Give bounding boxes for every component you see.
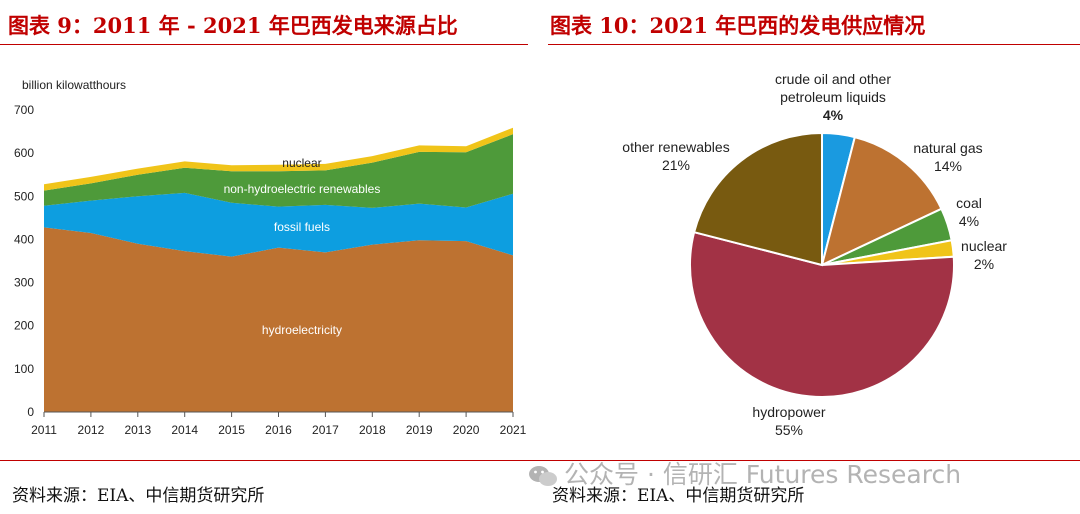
x-tick-label: 2019 [406,423,433,437]
y-axis-label: billion kilowatthours [22,78,126,92]
series-label: hydroelectricity [262,323,342,337]
pie-label-2: coal 4% [956,195,982,229]
x-tick-label: 2013 [124,423,151,437]
x-tick-label: 2018 [359,423,386,437]
pie-label-4: hydropower 55% [752,404,825,438]
pie-slice-4 [689,230,955,398]
y-tick-label: 100 [14,362,34,376]
x-tick-label: 2011 [31,423,57,437]
series-label: nuclear [282,156,321,170]
y-tick-label: 700 [14,103,34,117]
wechat-icon [529,466,557,486]
x-tick-label: 2017 [312,423,339,437]
pie-slice-5 [692,131,823,267]
x-tick-label: 2014 [171,423,198,437]
watermark-text: 公众号 · 信研汇 Futures Research [564,460,962,489]
series-label: non-hydroelectric renewables [224,182,381,196]
watermark: 公众号 · 信研汇 Futures Research [528,455,961,491]
right-source-note: 资料来源：EIA、中信期货研究所 [552,486,805,506]
x-tick-label: 2012 [78,423,105,437]
area-series-0 [44,227,513,412]
area-series-1 [44,192,513,257]
source-rule [0,460,1080,461]
x-tick-label: 2021 [500,423,527,437]
right-figure-title: 图表 10：2021 年巴西的发电供应情况 [550,13,926,38]
pie-slice-1 [820,135,943,267]
right-title-rule [548,44,1080,45]
y-tick-label: 500 [14,189,34,203]
y-tick-label: 600 [14,146,34,160]
pie-label-3: nuclear 2% [961,238,1007,272]
y-tick-label: 0 [27,405,34,419]
y-tick-label: 300 [14,276,34,290]
y-tick-label: 400 [14,232,34,246]
x-tick-label: 2016 [265,423,292,437]
area-chart: 0 100 200 300 400 500 600 700 2011 2012 2013 2014 20… [14,78,527,437]
pie-label-0: crude oil and other petroleum liquids 4% [775,71,891,123]
pie-label-1: natural gas 14% [913,140,982,174]
pie-label-5: other renewables 21% [622,139,729,173]
y-tick-label: 200 [14,319,34,333]
pie-chart: crude oil and other petroleum liquids 4% na… [622,71,1007,438]
series-label: fossil fuels [274,220,330,234]
left-source-note: 资料来源：EIA、中信期货研究所 [12,486,265,506]
left-title-rule [0,44,528,45]
x-tick-label: 2015 [218,423,245,437]
x-tick-label: 2020 [453,423,480,437]
area-series-2 [44,134,513,208]
left-figure-title: 图表 9：2011 年 - 2021 年巴西发电来源占比 [8,13,458,38]
